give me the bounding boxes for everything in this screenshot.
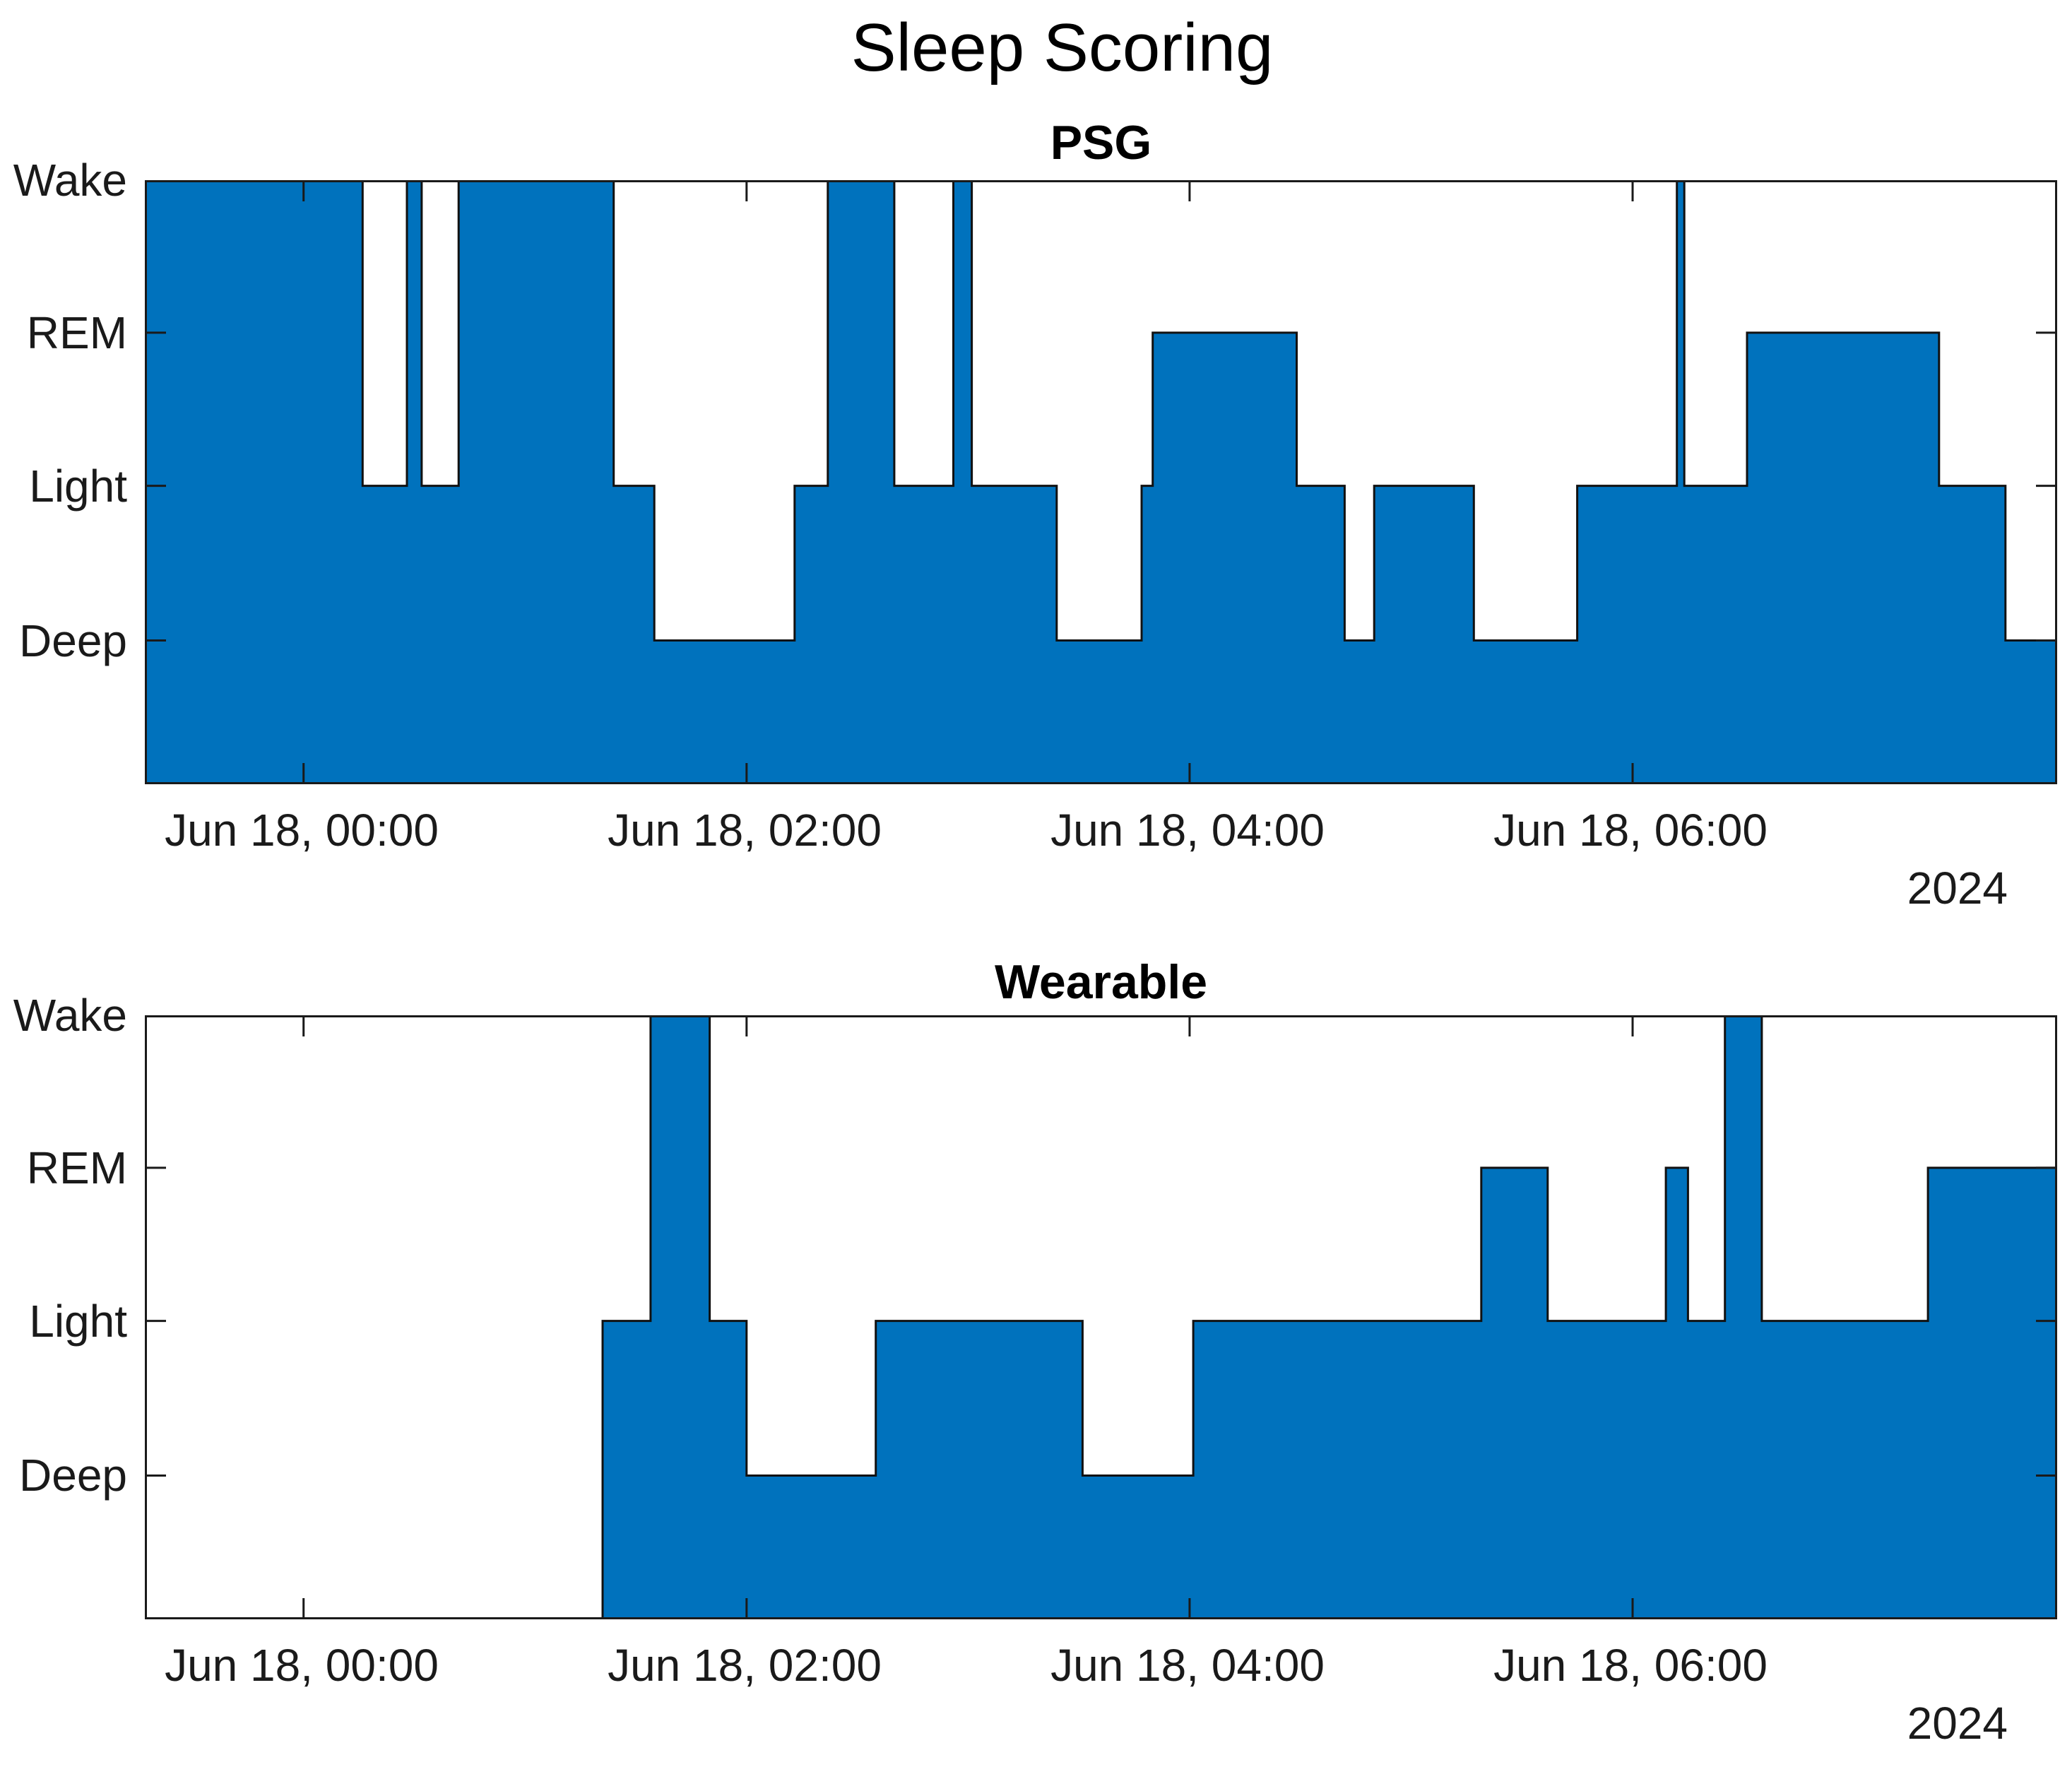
wearable-ytick-label-rem: REM (26, 1142, 127, 1193)
wearable-ytick-label-deep: Deep (19, 1450, 127, 1501)
subplot-title-psg: PSG (1050, 116, 1152, 170)
wearable-year-label: 2024 (1907, 1698, 2008, 1749)
wearable-hypnogram-plot (145, 1015, 2057, 1619)
figure-title: Sleep Scoring (851, 10, 1274, 85)
psg-xtick-label-0200: Jun 18, 02:00 (608, 805, 882, 856)
subplot-title-wearable: Wearable (994, 955, 1208, 1009)
psg-xtick-label-0000: Jun 18, 00:00 (165, 805, 439, 856)
wearable-xtick-label-0400: Jun 18, 04:00 (1050, 1640, 1325, 1691)
wearable-xtick-label-0000: Jun 18, 00:00 (165, 1640, 439, 1691)
wearable-ytick-label-light: Light (29, 1296, 127, 1347)
psg-plot-border (145, 180, 2057, 784)
psg-ytick-label-deep: Deep (19, 615, 127, 666)
wearable-ytick-label-wake: Wake (13, 990, 127, 1041)
psg-step-area (145, 180, 2057, 784)
psg-ytick-label-wake: Wake (13, 155, 127, 206)
wearable-step-area (601, 1015, 2057, 1619)
psg-year-label: 2024 (1907, 863, 2008, 914)
psg-hypnogram-plot (145, 180, 2057, 784)
psg-ytick-label-light: Light (29, 461, 127, 512)
psg-xtick-label-0400: Jun 18, 04:00 (1050, 805, 1325, 856)
wearable-plot-border (145, 1015, 2057, 1619)
wearable-xtick-label-0600: Jun 18, 06:00 (1493, 1640, 1768, 1691)
psg-xtick-label-0600: Jun 18, 06:00 (1493, 805, 1768, 856)
wearable-xtick-label-0200: Jun 18, 02:00 (608, 1640, 882, 1691)
psg-ytick-label-rem: REM (26, 307, 127, 358)
